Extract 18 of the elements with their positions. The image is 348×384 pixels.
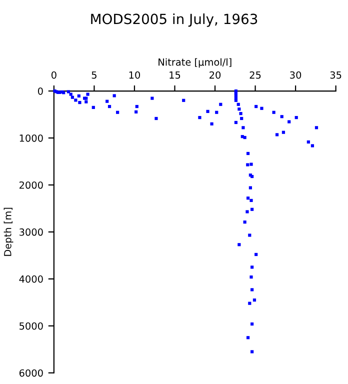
chart-title: MODS2005 in July, 1963 [91, 13, 258, 27]
x-tick-label: 35 [330, 71, 342, 79]
x-tick-label: 30 [290, 71, 302, 79]
y-tick-label: 3000 [20, 228, 43, 236]
y-tick-label: 2000 [19, 181, 43, 189]
y-tick-label: 1000 [20, 134, 43, 142]
y-tick-label: 5000 [20, 322, 43, 330]
x-tick-label: 15 [170, 71, 180, 79]
x-tick-label: 25 [250, 71, 261, 79]
y-axis-title: Depth [m] [4, 208, 14, 256]
x-tick-label: 20 [210, 71, 221, 79]
x-axis-title: Nitrate [µmol/l] [158, 58, 232, 68]
y-tick-label: 6000 [19, 369, 43, 377]
x-tick-label: 5 [92, 71, 96, 79]
y-tick-label: 0 [38, 87, 43, 95]
y-tick-label: 4000 [19, 275, 43, 283]
x-tick-label: 10 [129, 71, 140, 79]
x-tick-label: 0 [51, 71, 56, 79]
